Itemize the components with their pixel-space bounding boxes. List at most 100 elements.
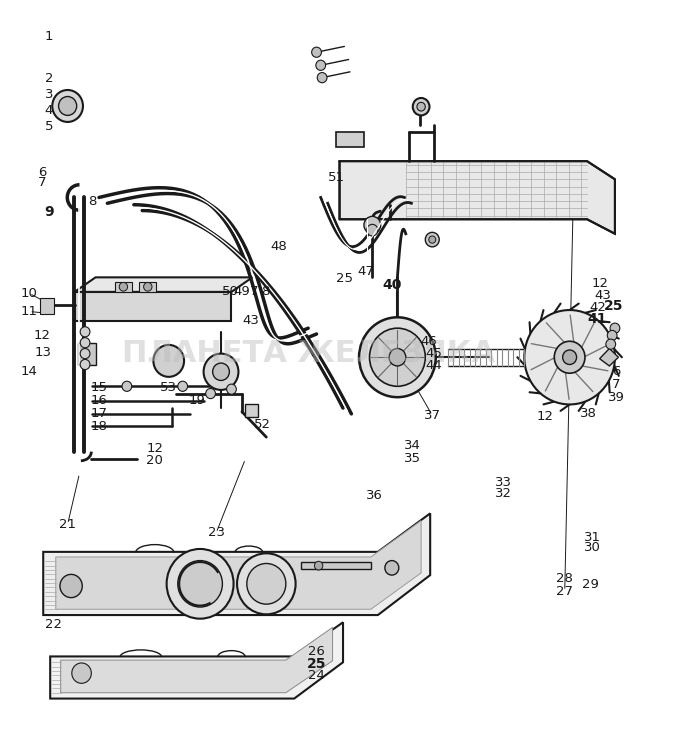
- Text: 43: 43: [594, 289, 611, 302]
- Text: 17: 17: [90, 408, 108, 421]
- Circle shape: [429, 236, 436, 243]
- Polygon shape: [340, 161, 615, 234]
- Circle shape: [204, 354, 239, 390]
- Text: 14: 14: [21, 365, 38, 378]
- Text: 33: 33: [495, 475, 512, 488]
- Text: 12: 12: [591, 277, 608, 289]
- Circle shape: [80, 348, 90, 359]
- Text: 7: 7: [612, 378, 621, 391]
- Text: 35: 35: [405, 453, 421, 465]
- Text: 46: 46: [421, 335, 438, 348]
- Polygon shape: [78, 343, 95, 364]
- Text: 32: 32: [495, 487, 512, 500]
- Polygon shape: [56, 521, 421, 609]
- Polygon shape: [139, 281, 156, 292]
- Circle shape: [554, 341, 585, 373]
- Text: 25: 25: [307, 657, 326, 671]
- Circle shape: [389, 348, 406, 366]
- Text: 21: 21: [59, 518, 76, 531]
- Circle shape: [60, 574, 83, 598]
- Text: 6: 6: [38, 166, 46, 179]
- Circle shape: [144, 282, 152, 291]
- Text: 41: 41: [588, 313, 608, 327]
- Circle shape: [52, 90, 83, 122]
- Circle shape: [385, 561, 399, 575]
- Text: 13: 13: [35, 346, 52, 359]
- Text: 43: 43: [243, 314, 260, 327]
- Text: 12: 12: [146, 442, 163, 454]
- Circle shape: [227, 384, 237, 394]
- Text: 10: 10: [21, 286, 38, 300]
- Text: 2: 2: [45, 72, 53, 85]
- Text: 24: 24: [308, 668, 325, 682]
- Text: 44: 44: [426, 359, 442, 373]
- Polygon shape: [75, 292, 232, 321]
- Circle shape: [80, 359, 90, 370]
- Polygon shape: [40, 297, 54, 313]
- Polygon shape: [50, 623, 343, 698]
- Polygon shape: [75, 277, 253, 292]
- Polygon shape: [336, 132, 364, 147]
- Text: 51: 51: [328, 171, 344, 184]
- Circle shape: [59, 96, 77, 115]
- Circle shape: [316, 61, 326, 71]
- Text: 45: 45: [425, 347, 442, 360]
- Circle shape: [80, 327, 90, 337]
- Text: 1: 1: [45, 30, 53, 43]
- Text: 7: 7: [38, 176, 46, 190]
- Circle shape: [206, 389, 216, 399]
- Text: 15: 15: [90, 381, 108, 394]
- Circle shape: [178, 561, 223, 607]
- Text: 36: 36: [366, 488, 383, 502]
- Text: 3: 3: [45, 88, 53, 101]
- Circle shape: [167, 549, 234, 619]
- Text: 26: 26: [308, 645, 325, 658]
- Text: 9: 9: [44, 205, 54, 219]
- Text: 31: 31: [584, 531, 601, 544]
- Text: 12: 12: [537, 410, 554, 424]
- Text: 47: 47: [358, 265, 374, 278]
- Text: 25: 25: [336, 273, 353, 285]
- Text: 38: 38: [580, 408, 597, 421]
- Polygon shape: [600, 348, 618, 366]
- Text: 40: 40: [382, 278, 402, 292]
- Text: 23: 23: [208, 526, 225, 539]
- Text: 52: 52: [254, 418, 272, 431]
- Text: 25: 25: [604, 300, 623, 313]
- Text: 28: 28: [556, 572, 573, 585]
- Circle shape: [119, 282, 127, 291]
- Text: 37: 37: [424, 409, 441, 422]
- Circle shape: [80, 338, 90, 348]
- Circle shape: [314, 561, 323, 570]
- Text: 12: 12: [34, 329, 50, 342]
- Text: 4: 4: [45, 104, 53, 117]
- Text: 48: 48: [270, 241, 287, 254]
- Text: 8: 8: [261, 285, 269, 298]
- Circle shape: [247, 564, 286, 604]
- Text: 7: 7: [249, 285, 258, 298]
- Text: 49: 49: [234, 285, 251, 298]
- Text: 6: 6: [612, 365, 620, 378]
- Circle shape: [524, 310, 615, 405]
- Circle shape: [72, 663, 91, 683]
- Text: 19: 19: [188, 394, 205, 408]
- Circle shape: [364, 217, 381, 234]
- Circle shape: [237, 553, 295, 615]
- Circle shape: [178, 381, 188, 391]
- Circle shape: [370, 328, 426, 386]
- Text: 22: 22: [46, 618, 62, 631]
- Polygon shape: [61, 628, 332, 693]
- Circle shape: [122, 381, 132, 391]
- Circle shape: [417, 102, 426, 111]
- Text: 18: 18: [90, 420, 107, 433]
- Circle shape: [413, 98, 430, 115]
- Polygon shape: [115, 281, 132, 292]
- Polygon shape: [246, 405, 258, 417]
- Circle shape: [359, 317, 436, 397]
- Text: 16: 16: [90, 394, 107, 408]
- Circle shape: [606, 339, 615, 349]
- Circle shape: [312, 47, 321, 58]
- Circle shape: [367, 225, 378, 236]
- Text: 30: 30: [584, 541, 601, 554]
- Circle shape: [610, 323, 620, 333]
